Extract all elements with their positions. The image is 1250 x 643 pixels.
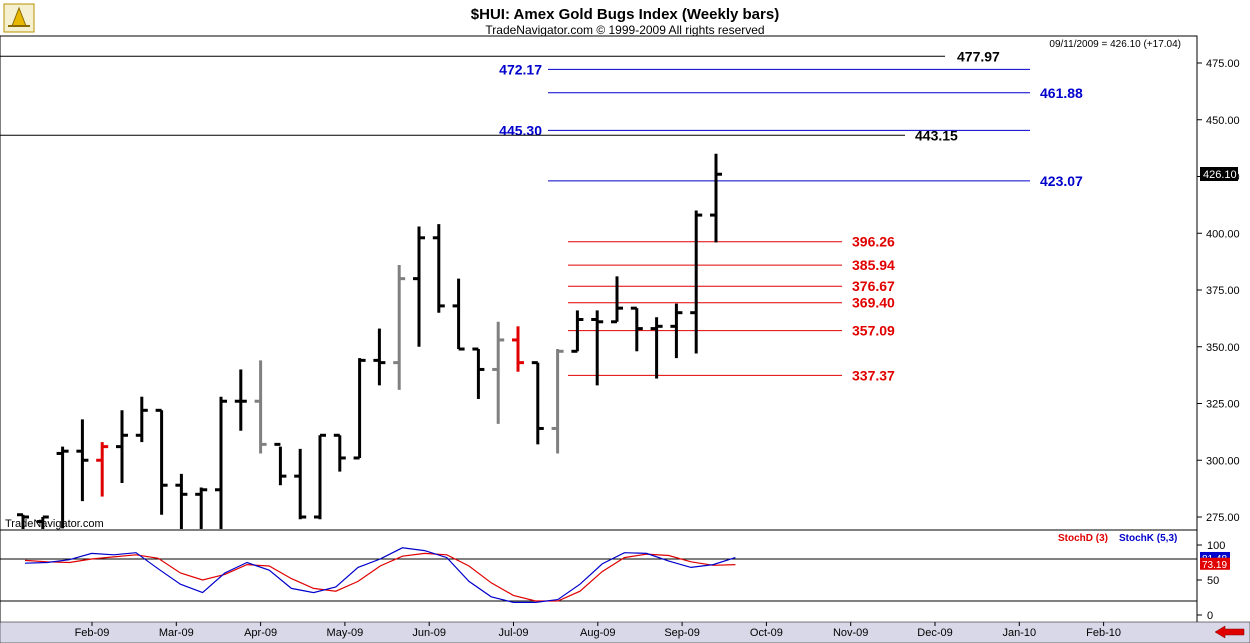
level-label: 423.07 (1040, 173, 1083, 189)
stoch-tick-label: 50 (1207, 575, 1219, 587)
price-tick-label: 325.00 (1206, 399, 1240, 411)
stochK-line (24, 547, 736, 604)
level-label: 385.94 (852, 257, 895, 273)
copyright-text: TradeNavigator.com © 1999-2009 All right… (485, 23, 764, 37)
tradenavigator-logo (3, 3, 35, 33)
date-tick-label: Apr-09 (244, 627, 277, 639)
current-price-marker (1200, 167, 1238, 182)
level-label: 445.30 (499, 122, 542, 138)
level-label: 472.17 (499, 61, 542, 77)
date-axis: Feb-09 Mar-09 Apr-09 May-09 Jun-09 Jul-09 Aug-… (75, 622, 1121, 639)
current-price-label: 426.10 (1203, 169, 1237, 181)
date-tick-label: Sep-09 (664, 627, 699, 639)
legend-stochD: StochD (3) (1058, 533, 1108, 544)
stochastic-pane: StochD (3)StochK (5,3)05010081.4873.19 (0, 533, 1230, 622)
date-tick-label: Feb-10 (1086, 627, 1121, 639)
stoch-tick-label: 0 (1207, 610, 1213, 622)
level-label: 369.40 (852, 295, 895, 311)
level-label: 443.15 (915, 127, 958, 143)
stoch-last-value-marker (1200, 557, 1230, 570)
level-label: 337.37 (852, 367, 895, 383)
date-tick-label: Jun-09 (412, 627, 446, 639)
level-lines: 477.97 472.17 461.88 445.30 443.15 423.07 396.… (0, 48, 1083, 383)
legend-stochK: StochK (5,3) (1119, 533, 1177, 544)
price-tick-label: 275.00 (1206, 512, 1240, 524)
date-tick-label: Mar-09 (159, 627, 194, 639)
level-label: 461.88 (1040, 85, 1083, 101)
scroll-left-arrow-icon[interactable] (1214, 625, 1245, 639)
price-tick-label: 400.00 (1206, 228, 1240, 240)
date-tick-label: Feb-09 (75, 627, 110, 639)
level-label: 357.09 (852, 323, 895, 339)
price-tick-label: 350.00 (1206, 342, 1240, 354)
price-bars (17, 153, 722, 529)
price-axis: 275.00300.00325.00350.00375.00400.00425.… (1197, 58, 1240, 524)
level-label: 396.26 (852, 234, 895, 250)
price-tick-label: 375.00 (1206, 285, 1240, 297)
price-tick-label: 450.00 (1206, 115, 1240, 127)
date-tick-label: May-09 (327, 627, 364, 639)
level-label: 477.97 (957, 48, 1000, 64)
stoch-last-value-label: 73.19 (1202, 560, 1227, 571)
date-tick-label: Nov-09 (833, 627, 868, 639)
stoch-tick-label: 100 (1207, 540, 1225, 552)
watermark-text: TradeNavigator.com (5, 518, 104, 530)
chart-title: $HUI: Amex Gold Bugs Index (Weekly bars) (471, 6, 779, 23)
status-readout: 09/11/2009 = 426.10 (+17.04) (1049, 39, 1181, 50)
date-tick-label: Jan-10 (1002, 627, 1036, 639)
stochD-line (24, 552, 736, 602)
date-axis-band (0, 621, 1250, 643)
date-tick-label: Aug-09 (580, 627, 615, 639)
date-tick-label: Jul-09 (499, 627, 529, 639)
date-tick-label: Dec-09 (917, 627, 952, 639)
price-tick-label: 475.00 (1206, 58, 1240, 70)
date-tick-label: Oct-09 (750, 627, 783, 639)
price-tick-label: 300.00 (1206, 455, 1240, 467)
level-label: 376.67 (852, 278, 895, 294)
